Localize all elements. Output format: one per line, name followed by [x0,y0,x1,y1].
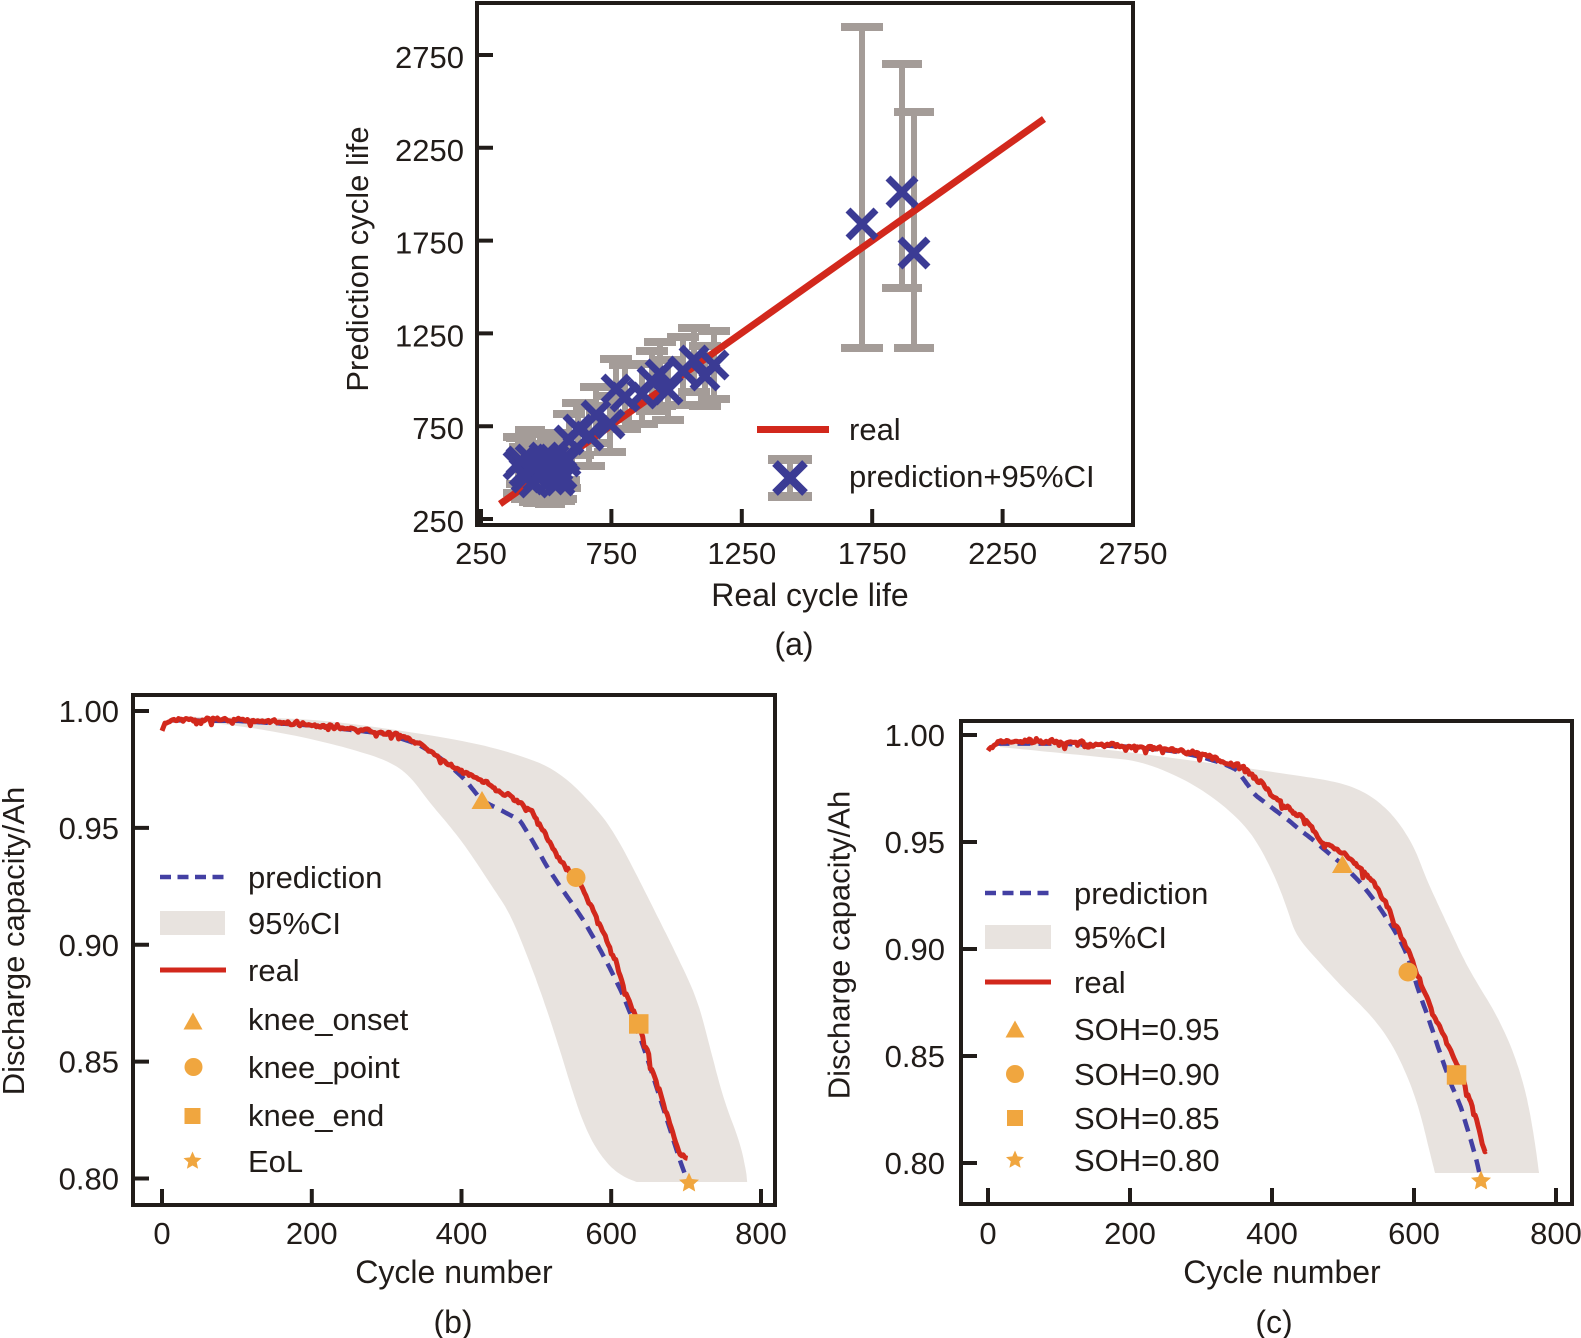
svg-text:1.00: 1.00 [885,718,945,753]
svg-text:200: 200 [1104,1216,1156,1251]
svg-text:SOH=0.95: SOH=0.95 [1074,1012,1220,1047]
svg-text:2750: 2750 [1099,536,1168,571]
svg-text:knee_point: knee_point [248,1050,400,1085]
svg-text:0.80: 0.80 [885,1146,945,1181]
svg-text:SOH=0.80: SOH=0.80 [1074,1143,1220,1178]
svg-text:(b): (b) [433,1304,472,1338]
svg-text:Cycle number: Cycle number [1183,1254,1381,1290]
svg-text:0.85: 0.85 [885,1039,945,1074]
svg-text:600: 600 [1388,1216,1440,1251]
svg-text:SOH=0.90: SOH=0.90 [1074,1057,1220,1092]
svg-text:prediction: prediction [248,860,382,895]
svg-text:0.90: 0.90 [59,928,119,963]
svg-text:750: 750 [586,536,638,571]
svg-text:Discharge capacity/Ah: Discharge capacity/Ah [0,787,31,1095]
svg-text:250: 250 [412,504,464,539]
svg-text:(a): (a) [774,626,813,662]
svg-text:Discharge capacity/Ah: Discharge capacity/Ah [822,791,857,1099]
svg-text:2250: 2250 [968,536,1037,571]
svg-text:1750: 1750 [395,226,464,261]
svg-text:SOH=0.85: SOH=0.85 [1074,1101,1220,1136]
svg-text:Cycle number: Cycle number [355,1254,553,1290]
svg-text:1250: 1250 [707,536,776,571]
svg-text:0.80: 0.80 [59,1162,119,1197]
svg-text:1.00: 1.00 [59,694,119,729]
svg-text:400: 400 [436,1216,488,1251]
svg-text:real: real [849,412,901,447]
svg-text:0.90: 0.90 [885,932,945,967]
svg-text:real: real [248,953,300,988]
svg-text:Real cycle life: Real cycle life [711,577,908,613]
svg-text:knee_onset: knee_onset [248,1002,409,1037]
svg-text:prediction+95%CI: prediction+95%CI [849,459,1095,494]
svg-text:(c): (c) [1255,1304,1292,1338]
svg-text:prediction: prediction [1074,876,1208,911]
svg-text:2750: 2750 [395,40,464,75]
svg-text:95%CI: 95%CI [1074,920,1167,955]
svg-text:250: 250 [455,536,507,571]
svg-text:0: 0 [153,1216,170,1251]
svg-text:real: real [1074,965,1126,1000]
svg-text:0.85: 0.85 [59,1045,119,1080]
svg-text:2250: 2250 [395,133,464,168]
svg-text:0: 0 [979,1216,996,1251]
svg-text:800: 800 [735,1216,787,1251]
svg-text:Prediction cycle life: Prediction cycle life [340,126,375,391]
svg-text:1750: 1750 [838,536,907,571]
svg-text:0.95: 0.95 [59,811,119,846]
svg-text:750: 750 [412,411,464,446]
svg-text:knee_end: knee_end [248,1098,384,1133]
svg-text:EoL: EoL [248,1144,303,1179]
svg-text:200: 200 [286,1216,338,1251]
svg-text:95%CI: 95%CI [248,906,341,941]
svg-text:800: 800 [1530,1216,1581,1251]
svg-text:600: 600 [585,1216,637,1251]
svg-text:400: 400 [1246,1216,1298,1251]
svg-text:1250: 1250 [395,318,464,353]
svg-text:0.95: 0.95 [885,825,945,860]
